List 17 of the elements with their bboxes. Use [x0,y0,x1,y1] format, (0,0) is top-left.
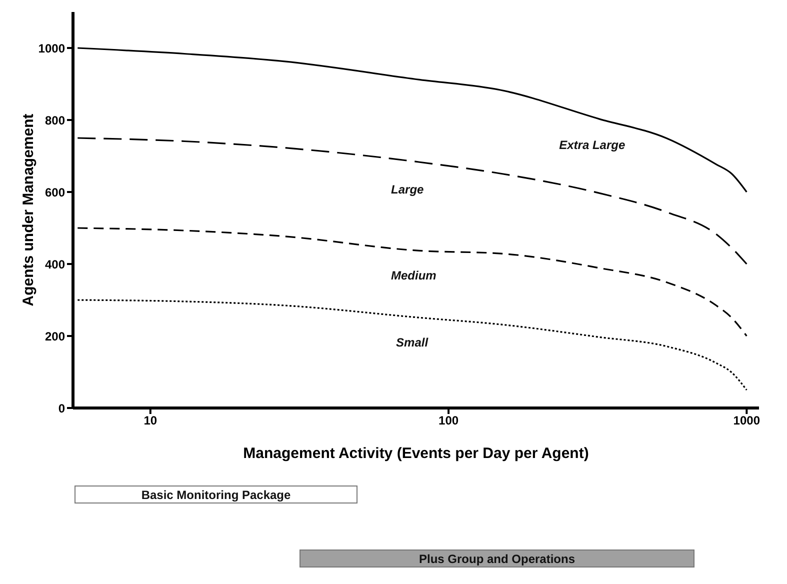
y-tick-label: 400 [44,257,66,272]
y-tick-label: 200 [44,329,66,344]
x-tick-label: 100 [438,414,459,428]
series-label: Small [396,335,429,350]
x-tick-label: 10 [144,414,158,428]
package-box: Plus Group and Operations [300,550,694,568]
y-tick-label: 0 [58,401,66,416]
y-tick-label: 800 [44,113,66,128]
x-axis-title: Management Activity (Events per Day per Agent) [243,445,589,462]
series-label: Large [391,182,424,197]
y-axis-title: Agents under Management [20,114,37,306]
y-tick-label: 1000 [38,41,66,56]
series-label: Medium [391,268,437,283]
x-tick-label: 1000 [733,414,760,428]
package-box: Basic Monitoring Package [74,486,358,504]
y-tick-label: 600 [44,185,66,200]
series-label: Extra Large [559,138,626,152]
